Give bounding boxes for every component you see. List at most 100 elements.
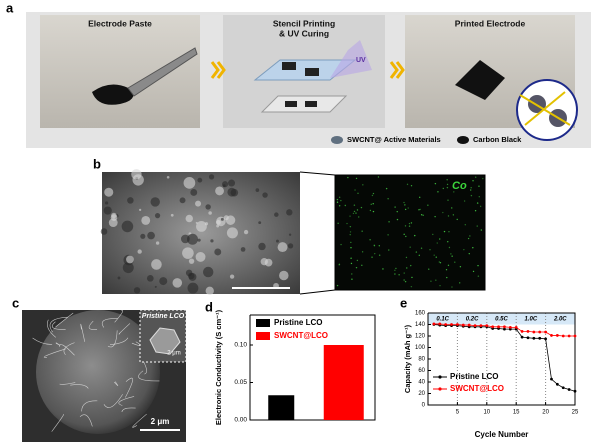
co-dot xyxy=(408,222,411,225)
co-dot xyxy=(405,235,407,238)
sem-grain xyxy=(196,220,207,232)
nanotube xyxy=(49,316,68,333)
axis xyxy=(249,314,376,421)
co-dot xyxy=(388,221,390,223)
sem-grain xyxy=(223,215,229,221)
co-dot xyxy=(430,280,432,282)
co-dot xyxy=(443,230,446,233)
paste-blob xyxy=(92,84,134,105)
legend-icon xyxy=(331,136,343,144)
co-dot xyxy=(378,254,381,256)
sem-grain xyxy=(264,258,273,267)
co-dot xyxy=(394,206,396,208)
marker xyxy=(485,324,489,328)
marker xyxy=(538,336,542,340)
co-dot xyxy=(387,234,389,236)
co-dot xyxy=(404,225,407,227)
spatula xyxy=(127,47,198,97)
legend-icon xyxy=(457,136,469,144)
co-dot xyxy=(340,243,342,246)
co-dot xyxy=(394,273,396,275)
sem-grain xyxy=(154,213,161,219)
co-dot xyxy=(349,231,352,233)
co-dot xyxy=(437,191,439,193)
co-dot xyxy=(344,204,346,207)
co-dot xyxy=(373,245,376,247)
co-dot xyxy=(377,176,380,178)
y-tick-label: 80 xyxy=(418,357,425,363)
co-dot xyxy=(469,235,471,237)
nanotube xyxy=(32,337,53,345)
inset-label: Pristine LCO xyxy=(142,313,185,320)
co-dot xyxy=(470,194,473,197)
marker xyxy=(532,330,536,334)
sem-grain xyxy=(139,208,142,212)
co-dot xyxy=(388,249,390,251)
marker xyxy=(526,336,530,340)
co-dot xyxy=(469,189,472,191)
co-dot xyxy=(353,204,356,206)
sem-grain xyxy=(243,229,249,235)
sem-grain xyxy=(151,259,162,270)
rate-label: 0.1C xyxy=(436,316,449,322)
legend-label: SWCNT@LCO xyxy=(450,384,504,393)
co-dot xyxy=(482,177,484,180)
co-dot xyxy=(451,286,453,288)
zoom-circle xyxy=(516,79,578,141)
sem-grain xyxy=(150,197,160,207)
zoom-line xyxy=(299,171,336,295)
nanotube xyxy=(59,382,76,385)
sem-grain xyxy=(111,212,117,219)
x-tick-label: 25 xyxy=(572,410,579,416)
co-dot xyxy=(351,273,353,275)
co-dot xyxy=(435,279,437,281)
nanotube xyxy=(519,91,571,126)
nanotube xyxy=(51,413,64,432)
marker xyxy=(467,323,471,327)
panel-label: e xyxy=(400,295,407,310)
co-dot xyxy=(405,256,408,259)
printed-film xyxy=(455,60,505,100)
co-dot xyxy=(436,242,438,244)
co-dot xyxy=(378,245,381,247)
sem-grain xyxy=(187,282,199,294)
co-dot xyxy=(369,239,371,241)
marker xyxy=(520,335,524,339)
co-dot xyxy=(456,218,458,221)
sem-grain xyxy=(185,214,193,223)
marker xyxy=(550,334,553,337)
co-dot xyxy=(477,264,479,267)
sem-image xyxy=(102,172,300,294)
step-title: Electrode Paste xyxy=(88,18,152,28)
nanotube xyxy=(81,400,98,412)
co-dot xyxy=(439,284,441,287)
co-dot xyxy=(353,210,356,213)
sem-grain xyxy=(197,177,203,183)
sem-grain xyxy=(121,220,134,233)
sem-grain xyxy=(103,206,112,215)
legend-swatch xyxy=(256,319,270,327)
co-dot xyxy=(447,215,450,217)
sem-grain xyxy=(208,211,212,215)
co-dot xyxy=(450,253,452,255)
inset-particle xyxy=(149,327,181,355)
co-texture xyxy=(336,176,484,288)
legend-label: Pristine LCO xyxy=(274,318,322,327)
co-dot xyxy=(336,201,339,203)
element-label: Co xyxy=(452,180,467,192)
co-dot xyxy=(349,233,351,236)
co-dot xyxy=(355,212,357,214)
co-dot xyxy=(477,275,480,277)
co-dot xyxy=(470,187,472,189)
sem-grain xyxy=(117,276,121,280)
printed-pad xyxy=(285,101,297,107)
co-dot xyxy=(346,222,348,225)
co-dot xyxy=(396,210,398,213)
sem-grain xyxy=(195,200,202,207)
marker xyxy=(432,322,436,326)
marker xyxy=(567,388,571,391)
marker xyxy=(450,323,453,326)
co-dot xyxy=(361,230,363,232)
co-dot xyxy=(338,205,341,207)
co-dot xyxy=(419,208,421,211)
